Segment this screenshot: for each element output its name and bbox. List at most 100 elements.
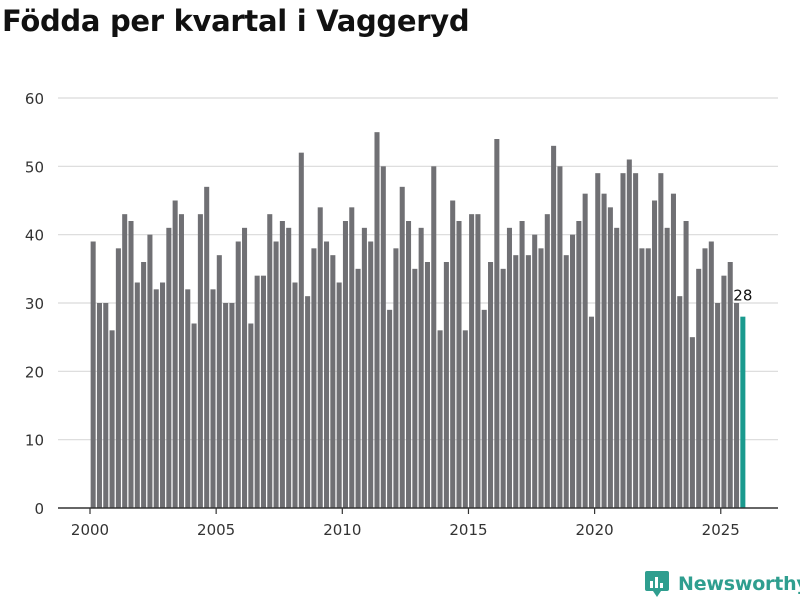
bar xyxy=(380,166,386,509)
bar xyxy=(342,221,348,508)
y-tick-label: 20 xyxy=(25,363,44,381)
bar xyxy=(563,255,569,508)
bar xyxy=(601,193,607,508)
bar xyxy=(235,241,241,508)
bar xyxy=(204,186,210,509)
bar xyxy=(437,330,443,508)
bar xyxy=(633,173,639,508)
bars xyxy=(90,132,746,509)
bar xyxy=(576,221,582,508)
y-tick-label: 0 xyxy=(34,500,44,518)
bar xyxy=(324,241,330,508)
bar xyxy=(399,186,405,509)
bar xyxy=(115,248,121,509)
bar xyxy=(500,268,506,508)
bar xyxy=(223,303,229,508)
bar xyxy=(305,296,311,508)
bar xyxy=(595,173,601,508)
bar xyxy=(216,255,222,508)
bar xyxy=(670,193,676,508)
bar xyxy=(538,248,544,509)
bar xyxy=(456,221,462,508)
bar xyxy=(582,193,588,508)
bar xyxy=(443,262,449,508)
last-value-label: 28 xyxy=(733,287,752,305)
newsworthy-logo: Newsworthy xyxy=(644,569,800,599)
bar xyxy=(532,234,538,508)
bar xyxy=(103,303,109,508)
bar xyxy=(166,227,172,509)
bar xyxy=(141,262,147,508)
bar xyxy=(298,152,304,508)
bar xyxy=(128,221,134,508)
bar xyxy=(178,214,184,508)
bar xyxy=(185,289,191,508)
bar xyxy=(96,303,102,508)
bar xyxy=(588,316,594,508)
y-tick-label: 40 xyxy=(25,227,44,245)
x-axis-ticks: 2000 2005 2010 2015 2020 2025 xyxy=(71,508,740,539)
bar xyxy=(639,248,645,509)
x-tick-label: 2005 xyxy=(197,521,235,539)
bar xyxy=(708,241,714,508)
bar xyxy=(273,241,279,508)
bar xyxy=(519,221,525,508)
bar xyxy=(614,227,620,509)
y-tick-label: 30 xyxy=(25,295,44,313)
bar-highlight xyxy=(740,316,746,508)
bar xyxy=(317,207,323,509)
bar xyxy=(292,282,298,508)
bar xyxy=(260,275,266,508)
bar xyxy=(147,234,153,508)
y-tick-label: 10 xyxy=(25,432,44,450)
bar xyxy=(286,227,292,509)
bar xyxy=(242,227,248,509)
bar xyxy=(210,289,216,508)
bar xyxy=(607,207,613,509)
bar xyxy=(689,337,695,508)
bar xyxy=(696,268,702,508)
bar xyxy=(513,255,519,508)
bar xyxy=(412,268,418,508)
bar xyxy=(475,214,481,508)
bar xyxy=(626,159,632,508)
bar xyxy=(462,330,468,508)
bar xyxy=(551,145,557,509)
bar xyxy=(557,166,563,509)
bar xyxy=(374,132,380,508)
bar xyxy=(90,241,96,508)
data-labels: 28 xyxy=(733,287,752,305)
bar xyxy=(267,214,273,508)
chart-title: Födda per kvartal i Vaggeryd xyxy=(2,4,470,38)
bar xyxy=(109,330,115,508)
bar xyxy=(481,309,487,508)
bar xyxy=(544,214,550,508)
bar xyxy=(506,227,512,509)
bar xyxy=(570,234,576,508)
bar xyxy=(418,227,424,509)
bar xyxy=(393,248,399,509)
bar xyxy=(355,268,361,508)
newsworthy-logo-icon xyxy=(645,571,669,597)
bar xyxy=(721,275,727,508)
bar xyxy=(172,200,178,508)
bar xyxy=(160,282,166,508)
bar xyxy=(652,200,658,508)
bar xyxy=(683,221,689,508)
bar xyxy=(134,282,140,508)
bar xyxy=(254,275,260,508)
bar xyxy=(229,303,235,508)
bar xyxy=(431,166,437,509)
newsworthy-logo-text: Newsworthy xyxy=(678,573,800,595)
bar xyxy=(715,303,721,508)
x-tick-label: 2020 xyxy=(576,521,614,539)
x-tick-label: 2025 xyxy=(702,521,740,539)
bar xyxy=(361,227,367,509)
x-tick-label: 2000 xyxy=(71,521,109,539)
bar xyxy=(488,262,494,508)
bar xyxy=(349,207,355,509)
bar xyxy=(387,309,393,508)
bar xyxy=(469,214,475,508)
bar xyxy=(645,248,651,509)
